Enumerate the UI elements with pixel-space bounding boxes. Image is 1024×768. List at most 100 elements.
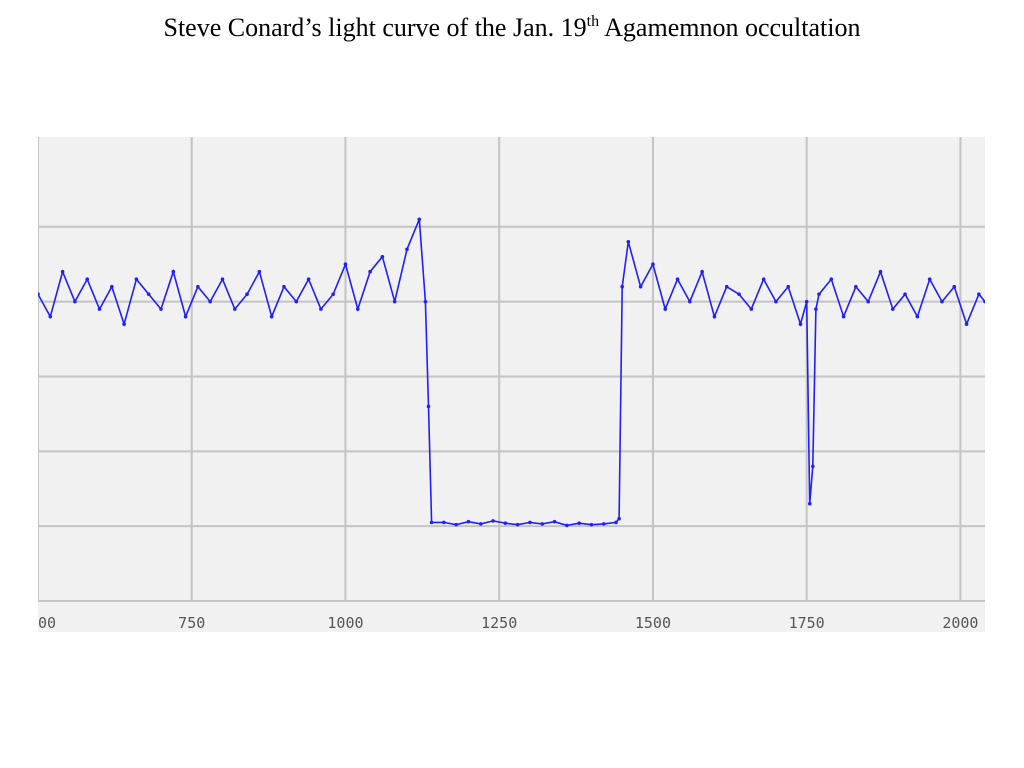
data-point bbox=[503, 521, 508, 525]
data-point bbox=[183, 314, 188, 319]
data-point bbox=[940, 299, 944, 304]
data-point bbox=[134, 277, 139, 281]
data-point bbox=[146, 292, 151, 296]
data-point bbox=[890, 307, 895, 311]
data-point bbox=[159, 307, 163, 311]
data-point bbox=[122, 322, 126, 326]
x-tick-label: 1250 bbox=[481, 614, 517, 632]
data-point bbox=[380, 254, 385, 259]
data-point bbox=[552, 519, 557, 524]
data-point bbox=[952, 284, 957, 289]
data-point bbox=[638, 284, 643, 289]
data-point bbox=[565, 523, 569, 528]
data-point bbox=[626, 239, 631, 244]
title-superscript: th bbox=[587, 13, 599, 30]
data-point bbox=[540, 522, 545, 526]
slide-title: Steve Conard’s light curve of the Jan. 1… bbox=[164, 13, 861, 42]
data-point bbox=[878, 269, 883, 274]
data-point bbox=[392, 299, 397, 304]
data-point bbox=[491, 519, 495, 523]
title-part: Agamemnon occultation bbox=[599, 13, 860, 42]
data-point bbox=[405, 247, 409, 252]
data-point bbox=[343, 262, 348, 267]
data-point bbox=[601, 522, 606, 526]
data-point bbox=[651, 262, 655, 267]
data-point bbox=[282, 284, 286, 289]
data-point bbox=[232, 307, 237, 311]
data-point bbox=[663, 307, 668, 311]
data-point bbox=[854, 284, 858, 289]
data-point bbox=[675, 277, 680, 281]
data-point bbox=[319, 307, 323, 311]
data-point bbox=[737, 292, 741, 296]
data-point bbox=[807, 501, 812, 506]
data-point bbox=[368, 269, 372, 274]
data-point bbox=[97, 307, 102, 311]
data-point bbox=[196, 284, 200, 289]
data-point bbox=[927, 277, 932, 281]
data-point bbox=[620, 284, 624, 289]
light-curve bbox=[38, 218, 985, 527]
data-point bbox=[48, 314, 53, 319]
data-point bbox=[814, 307, 818, 311]
x-tick-label: 750 bbox=[178, 614, 205, 632]
data-point bbox=[417, 217, 422, 222]
data-point bbox=[257, 269, 262, 274]
data-point bbox=[749, 307, 754, 311]
data-point bbox=[528, 520, 532, 525]
data-point bbox=[60, 269, 65, 274]
data-point bbox=[700, 269, 704, 274]
data-point bbox=[454, 522, 458, 527]
data-point bbox=[208, 299, 212, 304]
data-point bbox=[355, 307, 360, 311]
data-point bbox=[245, 292, 249, 296]
data-point bbox=[774, 299, 778, 304]
data-point bbox=[977, 292, 981, 296]
x-tick-label: 1500 bbox=[635, 614, 671, 632]
data-point bbox=[478, 522, 483, 526]
plot-background bbox=[38, 137, 985, 632]
data-point bbox=[761, 277, 766, 281]
data-point bbox=[841, 314, 846, 319]
title-part: Steve Conard’s light curve of the Jan. 1… bbox=[164, 13, 587, 42]
x-tick-label: 1000 bbox=[327, 614, 363, 632]
data-point bbox=[269, 314, 274, 319]
x-tick-label: 2000 bbox=[942, 614, 978, 632]
data-point bbox=[811, 464, 815, 469]
data-point bbox=[983, 299, 985, 304]
plot bbox=[38, 137, 985, 602]
data-point bbox=[109, 284, 114, 289]
x-tick-label: 1750 bbox=[789, 614, 825, 632]
data-point bbox=[903, 292, 907, 296]
data-point bbox=[73, 299, 77, 304]
data-point bbox=[614, 520, 618, 525]
data-point bbox=[829, 277, 834, 281]
data-point bbox=[38, 292, 40, 296]
data-point bbox=[786, 284, 791, 289]
data-point bbox=[294, 299, 299, 304]
data-point bbox=[220, 277, 225, 281]
data-point bbox=[817, 292, 821, 296]
data-point bbox=[423, 299, 428, 304]
data-point bbox=[915, 314, 920, 319]
data-point bbox=[724, 284, 729, 289]
data-point bbox=[712, 314, 717, 319]
data-point bbox=[466, 519, 471, 524]
data-point bbox=[426, 404, 431, 409]
data-point bbox=[589, 522, 594, 527]
data-point bbox=[577, 521, 581, 525]
data-point bbox=[171, 269, 176, 274]
data-point bbox=[85, 277, 89, 281]
data-point bbox=[804, 299, 809, 304]
data-point bbox=[688, 299, 692, 304]
data-point bbox=[515, 522, 520, 527]
data-point bbox=[866, 299, 870, 304]
data-point bbox=[331, 292, 335, 296]
data-point bbox=[306, 277, 311, 281]
data-point bbox=[964, 322, 969, 326]
data-point bbox=[798, 322, 803, 326]
data-point bbox=[429, 520, 434, 525]
x-tick-label: 00 bbox=[38, 614, 56, 632]
